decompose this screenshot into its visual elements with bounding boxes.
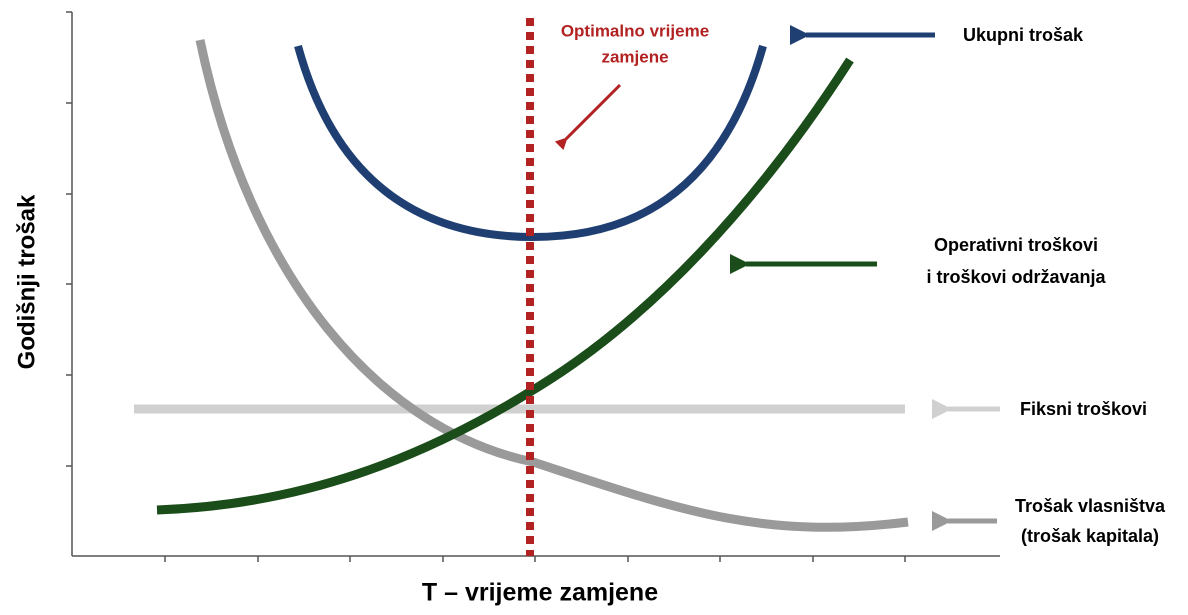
annotation-text: Optimalno vrijeme (561, 21, 709, 40)
curve-label: Trošak vlasništva (1015, 496, 1166, 516)
annotation-arrow (554, 83, 622, 151)
y-ticks (66, 11, 72, 467)
axes (66, 11, 1000, 562)
total-cost-curve (294, 44, 767, 242)
x-axis-label: T – vrijeme zamjene (422, 579, 658, 607)
curve-label: i troškovi održavanja (926, 267, 1106, 287)
ownership-cost-curve (195, 39, 909, 532)
curve-label: Operativni troškovi (934, 235, 1098, 255)
x-ticks (164, 556, 906, 562)
operating-cost-curve (156, 57, 854, 515)
curve-label: Ukupni trošak (963, 25, 1084, 45)
annotation-text: zamjene (601, 47, 668, 66)
curve-label: (trošak kapitala) (1021, 526, 1159, 546)
y-axis-label: Godišnji trošak (13, 194, 40, 369)
curve-label: Fiksni troškovi (1020, 399, 1147, 419)
